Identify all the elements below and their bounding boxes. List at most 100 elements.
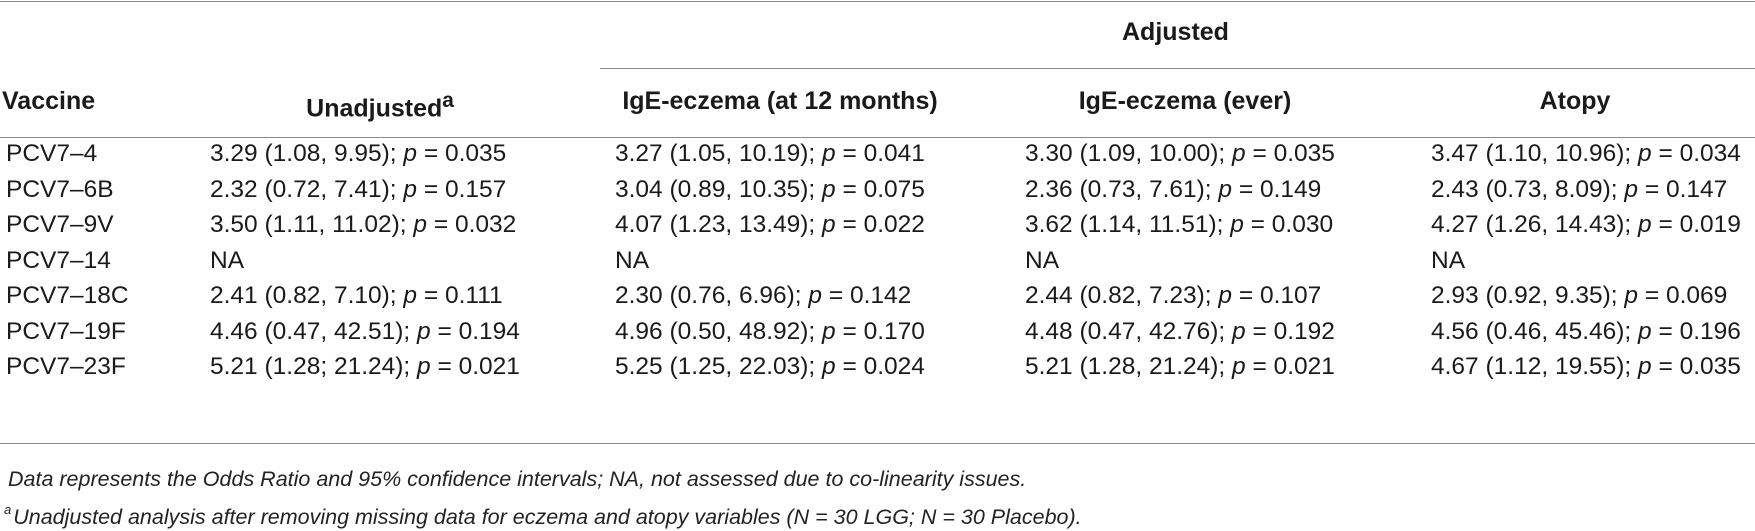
- p-label: p: [1230, 211, 1244, 238]
- header-bottom-rule: [0, 137, 1755, 138]
- p-value: = 0.041: [835, 140, 925, 167]
- cell-vaccine: PCV7–14: [6, 246, 111, 274]
- p-label: p: [808, 282, 823, 309]
- cell-unadjusted: 3.29 (1.08, 9.95); p = 0.035: [210, 134, 506, 174]
- cell-atopy: 4.56 (0.46, 45.46); p = 0.196: [1431, 312, 1741, 352]
- p-label: p: [1232, 140, 1246, 167]
- p-value: = 0.021: [1245, 353, 1335, 380]
- p-label: p: [403, 140, 418, 167]
- odds-ratio-ci: 4.48 (0.47, 42.76);: [1025, 317, 1233, 345]
- cell-atopy: 4.67 (1.12, 19.55); p = 0.035: [1431, 347, 1741, 387]
- cell-ige-eczema-ever: NA: [1025, 241, 1059, 281]
- cell-ige-eczema-ever: 5.21 (1.28, 21.24); p = 0.021: [1025, 347, 1335, 387]
- odds-ratio-ci: 4.07 (1.23, 13.49);: [615, 211, 823, 238]
- p-label: p: [1232, 353, 1246, 380]
- cell-unadjusted: 2.32 (0.72, 7.41); p = 0.157: [210, 170, 506, 210]
- column-header-unadjusted: Unadjusteda: [200, 86, 560, 123]
- odds-ratio-ci: 3.04 (0.89, 10.35);: [615, 175, 823, 203]
- p-value: = 0.069: [1638, 282, 1728, 309]
- cell-vaccine: PCV7–18C: [6, 282, 129, 309]
- cell-unadjusted: 3.50 (1.11, 11.02); p = 0.032: [210, 205, 516, 245]
- cell-atopy: NA: [1431, 241, 1465, 281]
- odds-ratio-ci: 2.30 (0.76, 6.96);: [615, 282, 809, 309]
- odds-ratio-ci: 3.62 (1.14, 11.51);: [1025, 211, 1231, 238]
- cell-unadjusted: 5.21 (1.28; 21.24); p = 0.021: [210, 347, 520, 387]
- p-label: p: [1638, 211, 1652, 238]
- p-value: = 0.024: [835, 353, 925, 380]
- p-label: p: [413, 211, 428, 238]
- p-value: = 0.075: [835, 175, 925, 203]
- p-value: = 0.194: [430, 317, 520, 345]
- odds-ratio-ci: 4.46 (0.47, 42.51);: [210, 317, 418, 345]
- p-label: p: [1218, 282, 1233, 309]
- p-value: = 0.034: [1651, 140, 1741, 167]
- cell-vaccine: PCV7–23F: [6, 353, 126, 380]
- footnote-unadjusted-text: Unadjusted analysis after removing missi…: [13, 505, 1082, 529]
- table-row: PCV7–18C 2.41 (0.82, 7.10); p = 0.111 2.30…: [0, 276, 1755, 316]
- cell-vaccine: PCV7–19F: [6, 317, 126, 345]
- p-label: p: [1624, 175, 1639, 203]
- footnote-data-description: Data represents the Odds Ratio and 95% c…: [8, 467, 1027, 491]
- cell-ige-eczema-ever: 3.30 (1.09, 10.00); p = 0.035: [1025, 134, 1335, 174]
- table-row: PCV7–14 NA NA NA NA: [0, 241, 1755, 281]
- table-top-rule: [0, 1, 1755, 2]
- odds-ratio-ci: 2.32 (0.72, 7.41);: [210, 175, 404, 203]
- odds-ratio-ci: 3.30 (1.09, 10.00);: [1025, 140, 1233, 167]
- cell-ige-eczema-12m: 2.30 (0.76, 6.96); p = 0.142: [615, 276, 911, 316]
- cell-unadjusted: NA: [210, 241, 244, 281]
- cell-ige-eczema-ever: 3.62 (1.14, 11.51); p = 0.030: [1025, 205, 1333, 245]
- odds-ratio-ci: 5.21 (1.28, 21.24);: [1025, 353, 1233, 380]
- p-label: p: [1638, 353, 1652, 380]
- cell-ige-eczema-ever: 2.44 (0.82, 7.23); p = 0.107: [1025, 276, 1321, 316]
- odds-ratio-ci: 3.29 (1.08, 9.95);: [210, 140, 404, 167]
- cell-atopy: 3.47 (1.10, 10.96); p = 0.034: [1431, 134, 1741, 174]
- p-value: = 0.192: [1245, 317, 1335, 345]
- odds-ratio-ci: 2.93 (0.92, 9.35);: [1431, 282, 1625, 309]
- odds-ratio-ci: 4.67 (1.12, 19.55);: [1431, 353, 1639, 380]
- cell-ige-eczema-12m: 5.25 (1.25, 22.03); p = 0.024: [615, 347, 925, 387]
- cell-vaccine: PCV7–4: [6, 140, 98, 167]
- odds-ratio-ci: 3.47 (1.10, 10.96);: [1431, 140, 1639, 167]
- p-value: = 0.196: [1651, 317, 1741, 345]
- column-header-ige-eczema-12m: IgE-eczema (at 12 months): [622, 87, 938, 115]
- odds-ratio-ci: NA: [1025, 246, 1060, 274]
- p-value: = 0.035: [1245, 140, 1335, 167]
- odds-ratio-ci: 4.56 (0.46, 45.46);: [1431, 317, 1639, 345]
- p-value: = 0.170: [835, 317, 925, 345]
- p-label: p: [417, 353, 431, 380]
- cell-vaccine: PCV7–9V: [6, 211, 114, 238]
- table-row: PCV7–9V 3.50 (1.11, 11.02); p = 0.032 4.07…: [0, 205, 1755, 245]
- table-bottom-rule: [0, 443, 1755, 444]
- cell-ige-eczema-ever: 2.36 (0.73, 7.61); p = 0.149: [1025, 170, 1321, 210]
- cell-atopy: 4.27 (1.26, 14.43); p = 0.019: [1431, 205, 1741, 245]
- adjusted-group-header: Adjusted: [1122, 18, 1229, 46]
- p-value: = 0.019: [1651, 211, 1741, 238]
- p-value: = 0.022: [835, 211, 925, 238]
- p-label: p: [822, 140, 836, 167]
- cell-ige-eczema-12m: NA: [615, 241, 649, 281]
- odds-ratio-ci: 4.96 (0.50, 48.92);: [615, 317, 823, 345]
- column-header-vaccine: Vaccine: [2, 87, 96, 115]
- p-label: p: [822, 353, 836, 380]
- p-value: = 0.147: [1638, 175, 1728, 203]
- p-value: = 0.107: [1232, 282, 1322, 309]
- odds-ratio-ci: NA: [1431, 246, 1466, 274]
- p-label: p: [822, 211, 836, 238]
- cell-ige-eczema-12m: 3.04 (0.89, 10.35); p = 0.075: [615, 170, 925, 210]
- cell-vaccine: PCV7–6B: [6, 175, 114, 203]
- table-row: PCV7–19F 4.46 (0.47, 42.51); p = 0.194 4.9…: [0, 312, 1755, 352]
- cell-ige-eczema-12m: 3.27 (1.05, 10.19); p = 0.041: [615, 134, 925, 174]
- p-label: p: [1218, 175, 1233, 203]
- p-value: = 0.111: [417, 282, 503, 309]
- odds-ratio-ci: 5.21 (1.28; 21.24);: [210, 353, 418, 380]
- odds-ratio-ci: 3.50 (1.11, 11.02);: [210, 211, 414, 238]
- cell-atopy: 2.93 (0.92, 9.35); p = 0.069: [1431, 276, 1727, 316]
- p-label: p: [822, 175, 836, 203]
- cell-ige-eczema-ever: 4.48 (0.47, 42.76); p = 0.192: [1025, 312, 1335, 352]
- table-row: PCV7–4 3.29 (1.08, 9.95); p = 0.035 3.27 (…: [0, 134, 1755, 174]
- table-row: PCV7–6B 2.32 (0.72, 7.41); p = 0.157 3.04 …: [0, 170, 1755, 210]
- footnote-marker: a: [4, 501, 12, 517]
- p-value: = 0.021: [430, 353, 520, 380]
- odds-ratio-ci: 2.44 (0.82, 7.23);: [1025, 282, 1219, 309]
- p-value: = 0.035: [1651, 353, 1741, 380]
